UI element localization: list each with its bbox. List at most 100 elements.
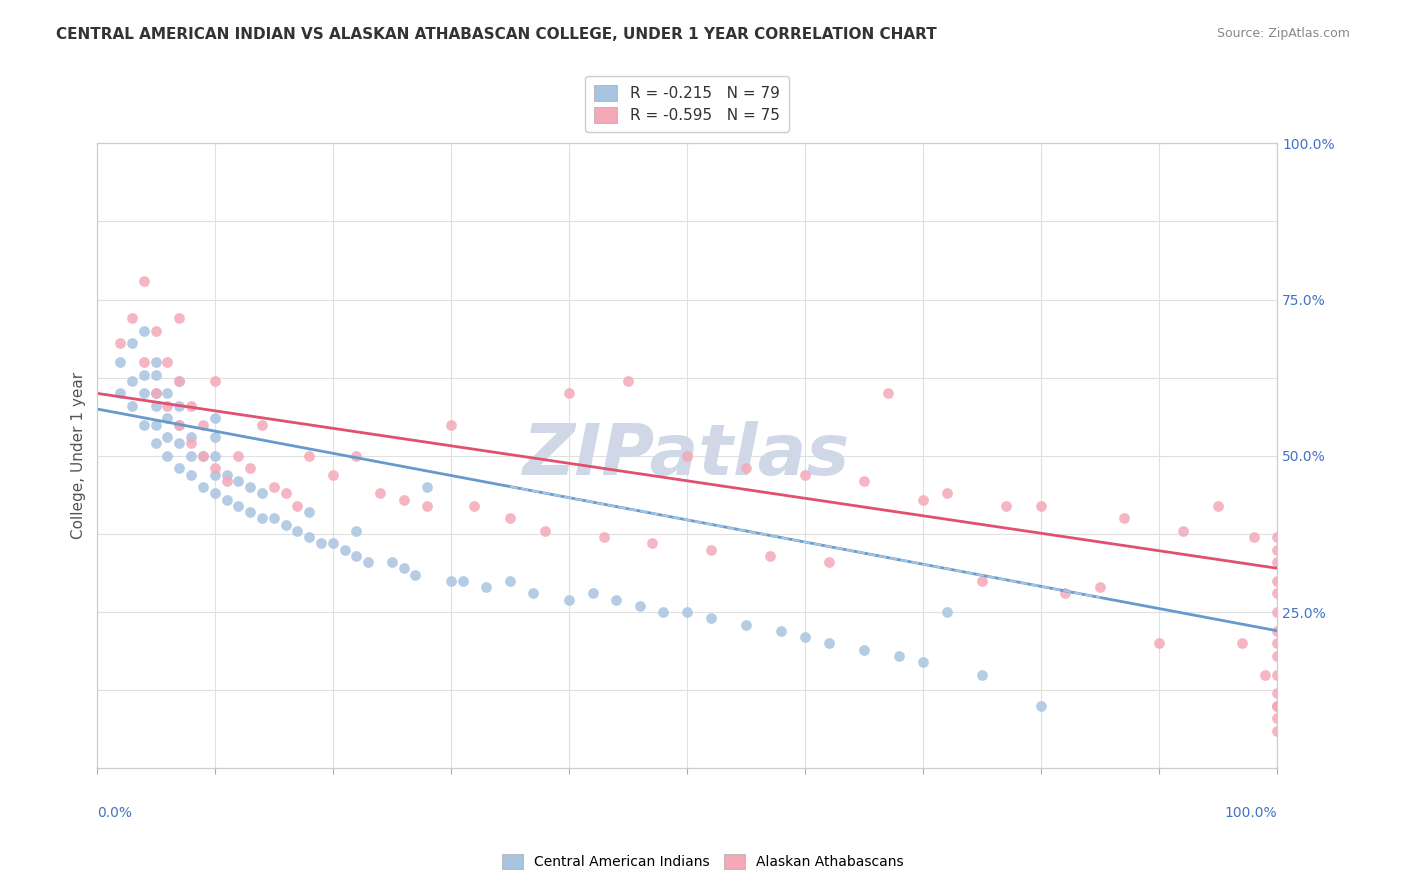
Point [169,311,191,326]
Legend: R = -0.215   N = 79, R = -0.595   N = 75: R = -0.215 N = 79, R = -0.595 N = 75 [585,76,789,132]
Point [758,549,780,563]
Point [156,411,179,425]
Point [935,605,957,619]
Point [298,530,321,544]
Point [250,417,273,432]
Point [274,486,297,500]
Point [191,480,214,494]
Point [132,355,155,369]
Point [333,542,356,557]
Point [110,336,132,351]
Point [156,386,179,401]
Point [1254,667,1277,681]
Point [440,417,463,432]
Point [121,374,143,388]
Text: Source: ZipAtlas.com: Source: ZipAtlas.com [1216,27,1350,40]
Point [263,511,285,525]
Point [392,492,415,507]
Point [1265,555,1288,569]
Y-axis label: College, Under 1 year: College, Under 1 year [72,372,86,540]
Point [640,536,662,550]
Point [972,667,994,681]
Point [344,449,367,463]
Point [180,449,202,463]
Point [132,274,155,288]
Point [1265,648,1288,663]
Point [204,374,226,388]
Point [522,586,544,600]
Point [1147,636,1170,650]
Point [156,449,179,463]
Point [204,411,226,425]
Point [392,561,415,575]
Point [1088,580,1111,594]
Point [912,655,935,669]
Point [416,499,439,513]
Point [1031,499,1053,513]
Point [298,505,321,519]
Point [558,592,581,607]
Point [404,567,426,582]
Point [121,311,143,326]
Point [1265,605,1288,619]
Point [652,605,675,619]
Point [145,324,167,338]
Point [309,536,332,550]
Point [1265,711,1288,725]
Point [145,386,167,401]
Point [285,499,308,513]
Point [416,480,439,494]
Point [344,524,367,538]
Point [228,474,250,488]
Point [169,417,191,432]
Point [876,386,898,401]
Point [322,467,344,482]
Point [889,648,911,663]
Point [180,436,202,450]
Point [145,386,167,401]
Point [676,605,699,619]
Point [204,449,226,463]
Point [156,399,179,413]
Point [1112,511,1135,525]
Point [180,430,202,444]
Text: CENTRAL AMERICAN INDIAN VS ALASKAN ATHABASCAN COLLEGE, UNDER 1 YEAR CORRELATION : CENTRAL AMERICAN INDIAN VS ALASKAN ATHAB… [56,27,936,42]
Point [215,467,238,482]
Point [1265,636,1288,650]
Point [191,449,214,463]
Point [1265,698,1288,713]
Point [121,399,143,413]
Point [1265,530,1288,544]
Point [169,461,191,475]
Point [228,499,250,513]
Point [298,449,321,463]
Point [475,580,498,594]
Point [1171,524,1194,538]
Point [239,480,262,494]
Point [628,599,651,613]
Point [972,574,994,588]
Point [463,499,485,513]
Point [191,449,214,463]
Point [263,480,285,494]
Point [322,536,344,550]
Point [169,436,191,450]
Point [605,592,627,607]
Point [676,449,699,463]
Text: ZIPatlas: ZIPatlas [523,421,851,491]
Point [1230,636,1253,650]
Point [794,467,817,482]
Point [1265,698,1288,713]
Point [169,374,191,388]
Point [1265,624,1288,638]
Point [132,417,155,432]
Point [1265,574,1288,588]
Point [110,355,132,369]
Point [451,574,474,588]
Point [817,636,839,650]
Point [912,492,935,507]
Point [215,474,238,488]
Point [1265,667,1288,681]
Point [770,624,793,638]
Point [132,324,155,338]
